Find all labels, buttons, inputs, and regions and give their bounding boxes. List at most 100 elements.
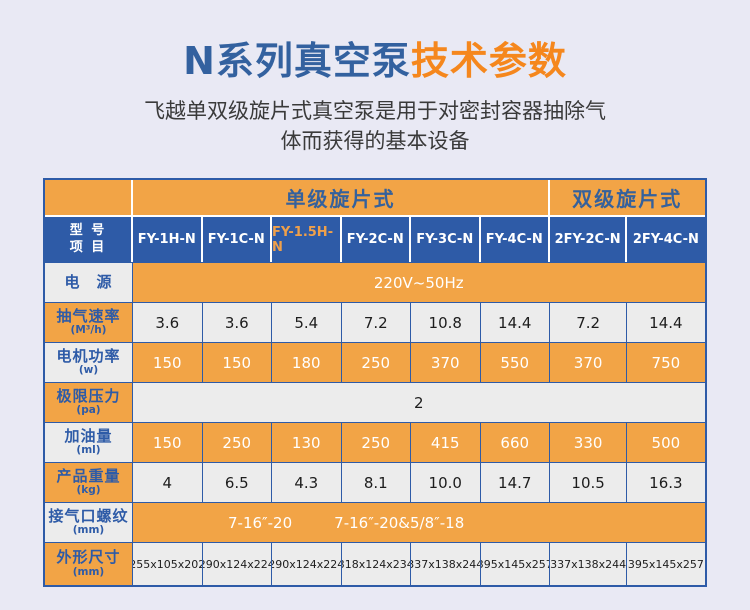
- model-cell-fy-2c-n: FY-2C-N: [341, 215, 411, 262]
- value-cell-oil-capacity-fy-1h-n: 150: [133, 422, 203, 462]
- value-cell-motor-power-fy-3c-n: 370: [411, 342, 481, 382]
- value-cell-pumping-speed-2fy-4c-n: 14.4: [627, 302, 705, 342]
- value-cell-dimensions-fy-3c-n: 337x138x244: [411, 542, 481, 585]
- value-cell-motor-power-fy-1h-n: 150: [133, 342, 203, 382]
- model-cell-2fy-2c-n: 2FY-2C-N: [550, 215, 628, 262]
- value-cell-dimensions-fy-2c-n: 318x124x234: [341, 542, 411, 585]
- row-label-unit: (mm): [72, 524, 105, 537]
- value-cell-dimensions-2fy-2c-n: 337x138x244: [550, 542, 628, 585]
- page-title: N系列真空泵技术参数: [0, 0, 750, 85]
- row-label-text: 加油量: [64, 426, 113, 445]
- row-label-power-supply: 电 源: [45, 262, 133, 302]
- page-subtitle: 飞越单双级旋片式真空泵是用于对密封容器抽除气 体而获得的基本设备: [0, 96, 750, 157]
- row-label-text: 电 源: [64, 272, 113, 291]
- row-label-ultimate-pressure: 极限压力 (pa): [45, 382, 133, 422]
- value-cell-oil-capacity-fy-1c-n: 250: [202, 422, 272, 462]
- value-cell-product-weight-2fy-2c-n: 10.5: [550, 462, 628, 502]
- spec-row-inlet-thread: 接气口螺纹 (mm) 7-16″-20 7-16″-20&5/8″-18: [45, 502, 705, 542]
- corner-line-model: 型 号: [69, 222, 107, 238]
- value-cell-motor-power-fy-1c-n: 150: [202, 342, 272, 382]
- group-header-row: 单级旋片式 双级旋片式: [45, 180, 705, 215]
- value-cell-motor-power-2fy-4c-n: 750: [627, 342, 705, 382]
- value-cell-pumping-speed-fy-1.5h-n: 5.4: [272, 302, 342, 342]
- corner-cell: 型 号项 目: [45, 215, 133, 262]
- group-header-corner-blank: [45, 180, 133, 215]
- value-cell-dimensions-fy-4c-n: 395x145x257: [480, 542, 550, 585]
- row-label-text: 电机功率: [56, 346, 121, 365]
- title-series-text: N系列真空泵: [183, 39, 411, 83]
- model-cell-fy-3c-n: FY-3C-N: [411, 215, 481, 262]
- row-label-text: 抽气速率: [56, 306, 121, 325]
- value-cell-oil-capacity-fy-4c-n: 660: [480, 422, 550, 462]
- row-label-dimensions: 外形尺寸 (mm): [45, 542, 133, 585]
- row-label-unit: (kg): [76, 484, 101, 497]
- value-cell-product-weight-fy-1.5h-n: 4.3: [272, 462, 342, 502]
- row-label-text: 产品重量: [56, 466, 121, 485]
- value-cell-product-weight-2fy-4c-n: 16.3: [627, 462, 705, 502]
- spec-row-motor-power: 电机功率 (w) 150 150 180 250 370 550 370 750: [45, 342, 705, 382]
- value-cell-dimensions-fy-1h-n: 255x105x202: [133, 542, 203, 585]
- group-header-single-stage: 单级旋片式: [133, 180, 550, 215]
- row-label-unit: (M³/h): [70, 324, 107, 337]
- row-label-text: 外形尺寸: [56, 548, 121, 567]
- value-cell-oil-capacity-2fy-4c-n: 500: [627, 422, 705, 462]
- value-cell-oil-capacity-fy-2c-n: 250: [341, 422, 411, 462]
- row-label-pumping-speed: 抽气速率 (M³/h): [45, 302, 133, 342]
- value-cell-pumping-speed-fy-4c-n: 14.4: [480, 302, 550, 342]
- thread-spec-2: 7-16″-20&5/8″-18: [334, 513, 465, 532]
- value-cell-oil-capacity-2fy-2c-n: 330: [550, 422, 628, 462]
- spec-row-pumping-speed: 抽气速率 (M³/h) 3.6 3.6 5.4 7.2 10.8 14.4 7.2 14.4: [45, 302, 705, 342]
- merged-value-inlet-thread: 7-16″-20 7-16″-20&5/8″-18: [133, 502, 705, 542]
- row-label-unit: (w): [78, 364, 99, 377]
- value-cell-product-weight-fy-4c-n: 14.7: [480, 462, 550, 502]
- spec-row-dimensions: 外形尺寸 (mm) 255x105x202 290x124x224 290x124x22…: [45, 542, 705, 585]
- model-cell-fy-1h-n: FY-1H-N: [133, 215, 203, 262]
- value-cell-pumping-speed-fy-1c-n: 3.6: [202, 302, 272, 342]
- spec-table: 单级旋片式 双级旋片式型 号项 目 FY-1H-N FY-1C-N FY-1.5H-N F…: [43, 178, 707, 587]
- row-label-unit: (ml): [76, 444, 101, 457]
- row-label-product-weight: 产品重量 (kg): [45, 462, 133, 502]
- value-cell-motor-power-fy-2c-n: 250: [341, 342, 411, 382]
- spec-row-product-weight: 产品重量 (kg) 4 6.5 4.3 8.1 10.0 14.7 10.5 16.3: [45, 462, 705, 502]
- value-cell-product-weight-fy-1h-n: 4: [133, 462, 203, 502]
- thread-spec-1: 7-16″-20: [228, 513, 293, 532]
- spec-row-oil-capacity: 加油量 (ml) 150 250 130 250 415 660 330 500: [45, 422, 705, 462]
- row-label-text: 极限压力: [56, 386, 121, 405]
- subtitle-line-1: 飞越单双级旋片式真空泵是用于对密封容器抽除气: [144, 99, 606, 123]
- value-cell-pumping-speed-fy-2c-n: 7.2: [341, 302, 411, 342]
- value-cell-pumping-speed-fy-3c-n: 10.8: [411, 302, 481, 342]
- model-cell-fy-1.5h-n: FY-1.5H-N: [272, 215, 342, 262]
- value-cell-product-weight-fy-2c-n: 8.1: [341, 462, 411, 502]
- value-cell-dimensions-fy-1.5h-n: 290x124x224: [272, 542, 342, 585]
- model-cell-fy-4c-n: FY-4C-N: [480, 215, 550, 262]
- title-params-text: 技术参数: [410, 39, 567, 83]
- spec-row-power-supply: 电 源 220V~50Hz: [45, 262, 705, 302]
- value-cell-oil-capacity-fy-3c-n: 415: [411, 422, 481, 462]
- subtitle-line-2: 体而获得的基本设备: [280, 129, 470, 154]
- value-cell-oil-capacity-fy-1.5h-n: 130: [272, 422, 342, 462]
- row-label-oil-capacity: 加油量 (ml): [45, 422, 133, 462]
- corner-line-item: 项 目: [69, 240, 107, 255]
- value-cell-pumping-speed-2fy-2c-n: 7.2: [550, 302, 628, 342]
- merged-value-ultimate-pressure: 2: [133, 382, 705, 422]
- value-cell-motor-power-fy-1.5h-n: 180: [272, 342, 342, 382]
- value-cell-product-weight-fy-1c-n: 6.5: [202, 462, 272, 502]
- model-cell-fy-1c-n: FY-1C-N: [202, 215, 272, 262]
- model-cell-2fy-4c-n: 2FY-4C-N: [627, 215, 705, 262]
- model-header-row: 型 号项 目 FY-1H-N FY-1C-N FY-1.5H-N FY-2C-N FY-3…: [45, 215, 705, 262]
- value-cell-dimensions-fy-1c-n: 290x124x224: [202, 542, 272, 585]
- value-cell-motor-power-fy-4c-n: 550: [480, 342, 550, 382]
- group-header-dual-stage: 双级旋片式: [550, 180, 705, 215]
- merged-value-power-supply: 220V~50Hz: [133, 262, 705, 302]
- row-label-text: 接气口螺纹: [48, 506, 129, 525]
- row-label-motor-power: 电机功率 (w): [45, 342, 133, 382]
- value-cell-dimensions-2fy-4c-n: 395x145x257: [627, 542, 705, 585]
- value-cell-pumping-speed-fy-1h-n: 3.6: [133, 302, 203, 342]
- row-label-unit: (pa): [76, 404, 101, 417]
- row-label-inlet-thread: 接气口螺纹 (mm): [45, 502, 133, 542]
- row-label-unit: (mm): [72, 565, 105, 578]
- spec-row-ultimate-pressure: 极限压力 (pa) 2: [45, 382, 705, 422]
- value-cell-motor-power-2fy-2c-n: 370: [550, 342, 628, 382]
- value-cell-product-weight-fy-3c-n: 10.0: [411, 462, 481, 502]
